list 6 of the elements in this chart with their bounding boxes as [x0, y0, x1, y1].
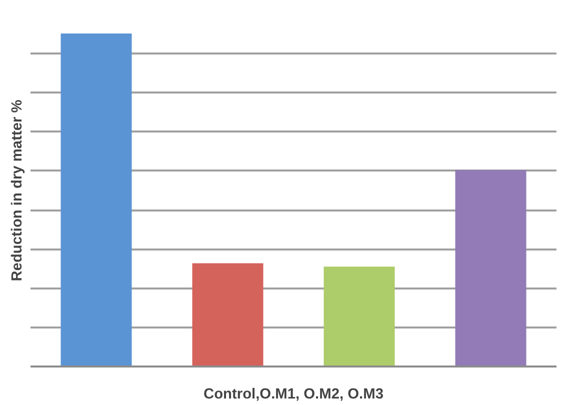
- bar: [60, 33, 132, 366]
- bar: [324, 266, 395, 366]
- x-axis-title: Control,O.M1, O.M2, O.M3: [204, 386, 384, 402]
- bar: [455, 170, 526, 366]
- y-axis-title: Reduction in dry matter %: [10, 100, 26, 282]
- bar: [192, 263, 264, 366]
